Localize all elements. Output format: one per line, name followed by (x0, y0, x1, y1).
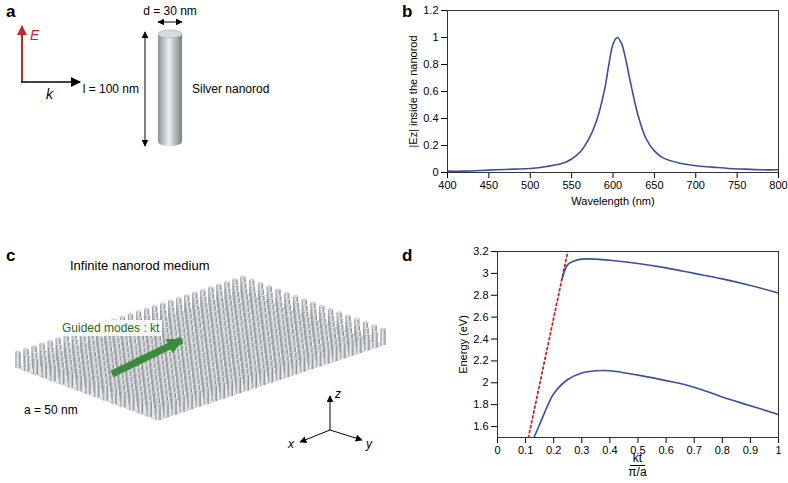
svg-text:0: 0 (494, 444, 500, 456)
html-text:b: b (402, 2, 413, 21)
svg-text:a = 50 nm: a = 50 nm (24, 403, 78, 417)
svg-text:450: 450 (480, 179, 498, 191)
svg-text:0.8: 0.8 (423, 58, 438, 70)
svg-text:d = 30 nm: d = 30 nm (143, 4, 197, 18)
svg-text:2.8: 2.8 (473, 289, 488, 301)
svg-text:0.4: 0.4 (423, 112, 438, 124)
svg-text:750: 750 (728, 179, 746, 191)
svg-text:x: x (287, 437, 295, 451)
svg-text:Infinite nanorod medium: Infinite nanorod medium (70, 258, 209, 273)
svg-text:600: 600 (604, 179, 622, 191)
svg-text:Wavelength (nm): Wavelength (nm) (571, 195, 654, 207)
html-text:d: d (402, 246, 413, 265)
svg-text:800: 800 (769, 179, 787, 191)
svg-text:650: 650 (645, 179, 663, 191)
html-text:c: c (6, 246, 16, 265)
svg-text:Energy (eV): Energy (eV) (457, 315, 469, 374)
svg-text:3.2: 3.2 (473, 245, 488, 257)
svg-text:Guided modes : kt: Guided modes : kt (62, 321, 160, 335)
svg-text:400: 400 (438, 179, 456, 191)
svg-text:3: 3 (482, 267, 488, 279)
svg-text:0.2: 0.2 (423, 139, 438, 151)
svg-text:0.1: 0.1 (518, 444, 533, 456)
html-text:π/a: π/a (628, 465, 647, 479)
svg-text:k: k (46, 86, 54, 102)
svg-text:E: E (30, 27, 40, 43)
svg-text:550: 550 (562, 179, 580, 191)
svg-text:0.2: 0.2 (546, 444, 561, 456)
svg-text:1.8: 1.8 (473, 398, 488, 410)
svg-text:1: 1 (775, 444, 781, 456)
svg-text:2.6: 2.6 (473, 311, 488, 323)
svg-text:2.2: 2.2 (473, 354, 488, 366)
svg-text:z: z (334, 387, 341, 401)
svg-text:1: 1 (432, 31, 438, 43)
html-text:a: a (6, 2, 16, 21)
svg-text:0.9: 0.9 (743, 444, 758, 456)
svg-text:2.4: 2.4 (473, 333, 488, 345)
svg-text:700: 700 (687, 179, 705, 191)
svg-text:1.2: 1.2 (423, 4, 438, 16)
svg-text:0.7: 0.7 (687, 444, 702, 456)
svg-text:0.3: 0.3 (574, 444, 589, 456)
svg-text:Silver nanorod: Silver nanorod (192, 82, 269, 96)
svg-text:2: 2 (482, 376, 488, 388)
svg-text:0.4: 0.4 (602, 444, 617, 456)
svg-text:0.6: 0.6 (658, 444, 673, 456)
svg-text:1.6: 1.6 (473, 420, 488, 432)
svg-text:0.8: 0.8 (715, 444, 730, 456)
html-text:kt: kt (632, 451, 643, 465)
svg-text:l = 100 nm: l = 100 nm (83, 82, 139, 96)
svg-text:500: 500 (521, 179, 539, 191)
svg-text:0: 0 (432, 166, 438, 178)
svg-text:0.6: 0.6 (423, 85, 438, 97)
svg-text:|Ez| inside the nanorod: |Ez| inside the nanorod (407, 35, 419, 147)
svg-text:y: y (365, 437, 373, 451)
